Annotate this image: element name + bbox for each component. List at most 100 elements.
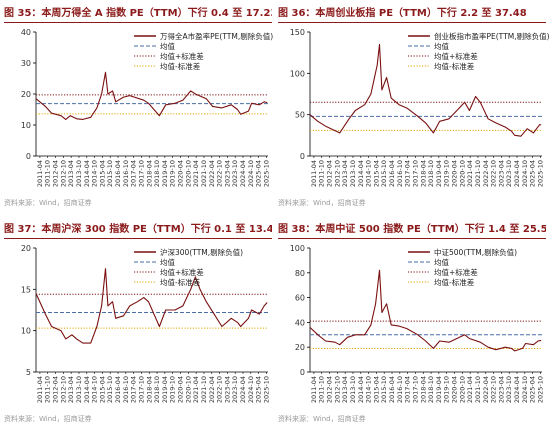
y-tick-label: 60	[295, 294, 305, 303]
x-tick-label: 2019-10	[443, 160, 451, 187]
x-tick-label: 2015-10	[106, 160, 114, 187]
x-tick-label: 2021-10	[474, 160, 482, 187]
x-tick-label: 2015-04	[98, 160, 106, 187]
legend-label: 均值+标准差	[160, 51, 204, 61]
x-tick-label: 2021-10	[474, 376, 482, 403]
legend-label: 均值	[434, 257, 449, 267]
x-tick-label: 2021-04	[192, 376, 200, 403]
x-tick-label: 2017-10	[411, 160, 419, 187]
x-tick-label: 2020-10	[458, 160, 466, 187]
x-tick-label: 2014-04	[83, 160, 91, 187]
x-tick-label: 2025-04	[255, 376, 263, 403]
x-tick-label: 2012-10	[333, 376, 341, 403]
x-tick-label: 2014-10	[91, 376, 99, 403]
y-tick-label: 100	[290, 244, 305, 253]
x-tick-label: 2018-04	[419, 160, 427, 187]
x-tick-label: 2012-10	[333, 160, 341, 187]
legend-label: 均值-标准差	[434, 277, 475, 287]
source-note: 资料来源：Wind，招商证券	[4, 415, 92, 423]
x-tick-label: 2020-10	[184, 376, 192, 403]
y-tick-label: 30	[21, 59, 31, 68]
x-tick-label: 2017-04	[404, 160, 412, 187]
y-tick-label: 20	[295, 343, 305, 352]
x-tick-label: 2022-04	[208, 160, 216, 187]
x-tick-label: 2024-10	[521, 160, 529, 187]
x-tick-label: 2011-10	[44, 160, 52, 187]
source-note: 资料来源：Wind，招商证券	[278, 199, 366, 207]
y-tick-label: 0	[300, 152, 305, 161]
legend-label: 均值+标准差	[434, 51, 478, 61]
y-tick-label: 10	[21, 327, 31, 336]
x-tick-label: 2025-10	[536, 376, 544, 403]
x-tick-label: 2019-04	[435, 376, 443, 403]
x-tick-label: 2021-10	[200, 376, 208, 403]
x-tick-label: 2025-10	[262, 376, 270, 403]
x-tick-label: 2012-04	[326, 376, 334, 403]
x-tick-label: 2017-04	[130, 160, 138, 187]
y-tick-label: 10	[21, 121, 31, 130]
legend-label: 均值	[160, 41, 175, 51]
x-tick-label: 2015-10	[106, 376, 114, 403]
panel-chinext: 图 36：本周创业板指 PE（TTM）下行 2.2 至 37.48 0 50 100…	[278, 2, 550, 215]
x-tick-label: 2023-04	[223, 376, 231, 403]
x-tick-label: 2021-10	[200, 160, 208, 187]
x-tick-label: 2022-10	[490, 376, 498, 403]
y-tick-label: 100	[290, 69, 305, 78]
line-chart-csi500: 0 20 40 60 80 100 2011-04 2011-10 2012-04 2012-10…	[290, 244, 545, 403]
x-tick-label: 2019-04	[435, 160, 443, 187]
x-tick-label: 2020-04	[177, 376, 185, 403]
x-tick-label: 2011-04	[310, 160, 318, 187]
x-tick-label: 2018-10	[427, 160, 435, 187]
x-tick-label: 2011-10	[318, 376, 326, 403]
x-tick-label: 2025-04	[529, 160, 537, 187]
panel-csi500: 图 38：本周中证 500 指数 PE（TTM）下行 1.4 至 25.50 0…	[278, 218, 550, 431]
panel-csi300: 图 37：本周沪深 300 指数 PE（TTM）下行 0.1 至 13.41 5…	[4, 218, 276, 431]
source-note: 资料来源：Wind，招商证券	[278, 415, 366, 423]
x-tick-label: 2016-10	[396, 160, 404, 187]
y-tick-label: 40	[21, 28, 31, 37]
y-tick-label: 20	[21, 90, 31, 99]
legend-label: 创业板指市盈率PE(TTM,剔除负值)	[434, 31, 550, 41]
x-tick-label: 2011-04	[36, 160, 44, 187]
x-tick-label: 2014-04	[83, 376, 91, 403]
legend-label: 均值-标准差	[434, 61, 475, 71]
x-tick-label: 2023-04	[497, 160, 505, 187]
x-tick-label: 2023-10	[505, 160, 513, 187]
x-tick-label: 2024-04	[513, 160, 521, 187]
x-tick-label: 2023-10	[231, 376, 239, 403]
x-tick-label: 2014-10	[91, 160, 99, 187]
x-tick-label: 2012-10	[59, 160, 67, 187]
legend-label: 均值+标准差	[434, 267, 478, 277]
x-tick-label: 2022-04	[208, 376, 216, 403]
y-tick-label: 5	[26, 368, 31, 377]
legend-label: 均值	[160, 257, 175, 267]
y-tick-label: 20	[21, 244, 31, 253]
x-tick-label: 2014-10	[365, 376, 373, 403]
y-tick-label: 15	[21, 285, 31, 294]
x-tick-label: 2017-10	[137, 160, 145, 187]
x-tick-label: 2012-04	[326, 160, 334, 187]
x-tick-label: 2018-04	[145, 160, 153, 187]
x-tick-label: 2016-10	[122, 160, 130, 187]
x-tick-label: 2024-04	[513, 376, 521, 403]
x-tick-label: 2018-04	[419, 376, 427, 403]
x-tick-label: 2017-10	[137, 376, 145, 403]
x-tick-label: 2023-10	[505, 376, 513, 403]
x-tick-label: 2019-10	[443, 376, 451, 403]
x-tick-label: 2022-10	[490, 160, 498, 187]
y-tick-label: 40	[295, 318, 305, 327]
y-tick-label: 80	[295, 269, 305, 278]
x-tick-label: 2011-10	[318, 160, 326, 187]
x-tick-label: 2018-10	[153, 160, 161, 187]
x-tick-label: 2011-10	[44, 376, 52, 403]
x-tick-label: 2019-04	[161, 160, 169, 187]
series-line	[309, 269, 542, 352]
x-tick-label: 2017-10	[411, 376, 419, 403]
x-tick-label: 2021-04	[192, 160, 200, 187]
legend-label: 中证500(TTM,剔除负值)	[434, 247, 517, 257]
x-tick-label: 2015-04	[98, 376, 106, 403]
legend-label: 万得全A市盈率PE(TTM,剔除负值)	[160, 31, 273, 41]
source-note: 资料来源：Wind，招商证券	[4, 199, 92, 207]
